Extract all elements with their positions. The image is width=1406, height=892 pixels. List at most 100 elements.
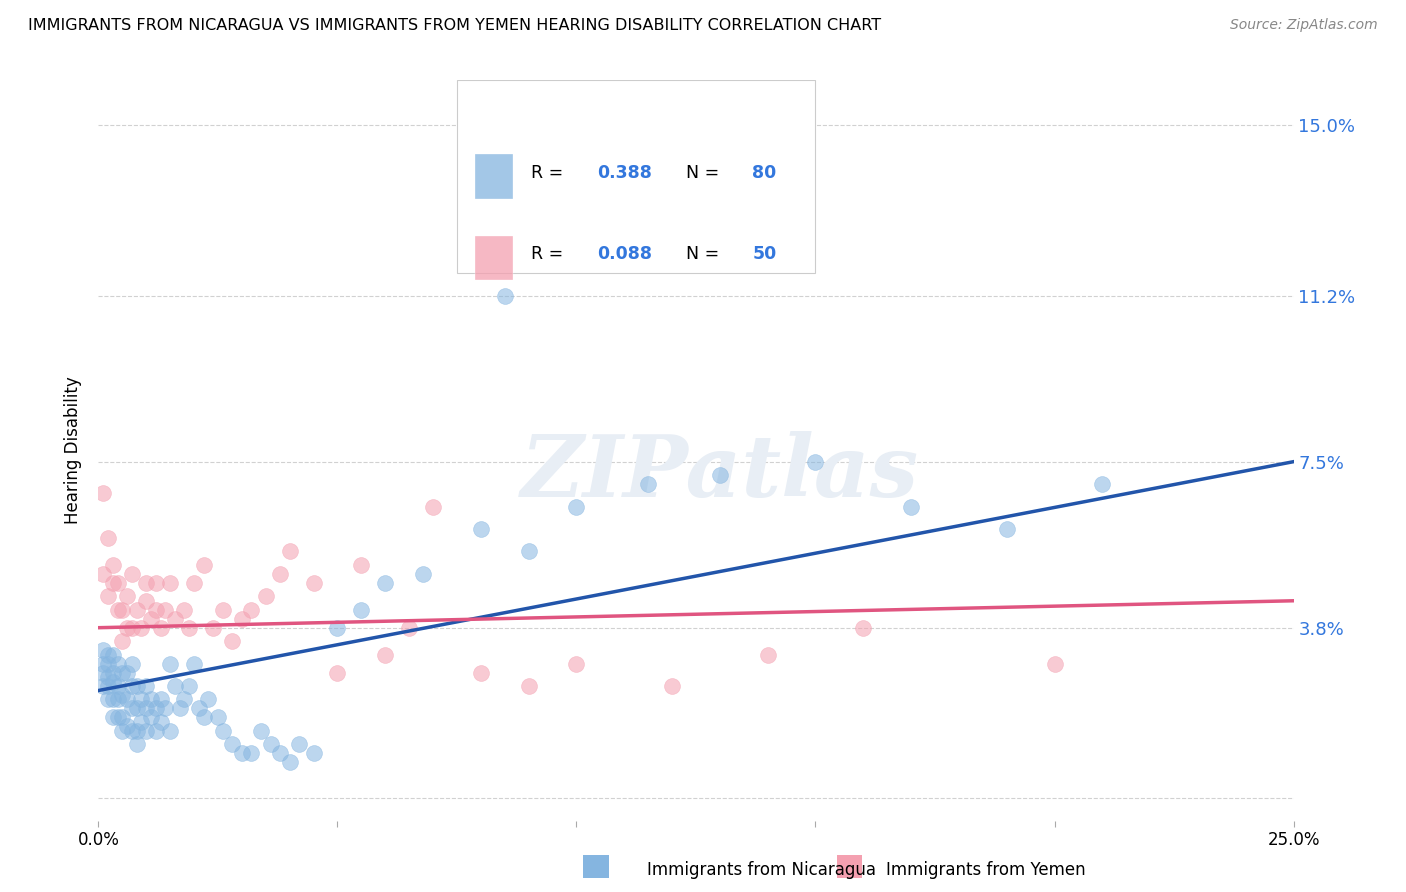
Point: [121, 566, 143, 581]
Point: [145, 701, 167, 715]
Bar: [475, 235, 513, 280]
Point: [135, 679, 157, 693]
Point: [995, 522, 1018, 536]
Point: [269, 566, 291, 581]
Point: [101, 575, 124, 590]
Point: [269, 747, 291, 761]
Point: [121, 621, 143, 635]
Point: [756, 648, 779, 662]
Point: [107, 657, 129, 671]
Point: [804, 455, 827, 469]
Point: [91, 566, 114, 581]
Point: [121, 657, 143, 671]
Point: [149, 621, 172, 635]
Point: [163, 679, 186, 693]
Point: [97, 589, 120, 603]
Point: [422, 500, 444, 514]
Point: [97, 531, 120, 545]
Point: [111, 603, 134, 617]
Point: [107, 710, 129, 724]
Point: [350, 603, 373, 617]
Point: [1091, 477, 1114, 491]
Point: [115, 589, 138, 603]
Point: [709, 468, 731, 483]
Point: [221, 634, 243, 648]
Point: [661, 679, 683, 693]
Point: [97, 657, 120, 671]
Point: [159, 723, 181, 738]
Point: [101, 665, 124, 680]
Point: [517, 544, 540, 558]
Text: Immigrants from Nicaragua: Immigrants from Nicaragua: [647, 861, 876, 879]
Text: 80: 80: [752, 164, 776, 182]
Point: [111, 634, 134, 648]
Point: [565, 500, 588, 514]
Point: [278, 544, 301, 558]
Text: 50: 50: [752, 245, 776, 263]
Point: [900, 500, 922, 514]
Point: [135, 723, 157, 738]
Point: [145, 603, 167, 617]
Point: [91, 679, 114, 693]
Point: [350, 558, 373, 572]
Text: Source: ZipAtlas.com: Source: ZipAtlas.com: [1230, 18, 1378, 32]
Point: [374, 575, 396, 590]
Point: [145, 723, 167, 738]
Point: [193, 558, 215, 572]
Point: [231, 612, 253, 626]
Point: [211, 603, 233, 617]
Text: 0.388: 0.388: [596, 164, 651, 182]
Point: [374, 648, 396, 662]
Point: [101, 692, 124, 706]
Point: [125, 603, 148, 617]
Point: [398, 621, 420, 635]
Point: [302, 575, 325, 590]
Point: [163, 612, 186, 626]
Point: [202, 621, 225, 635]
Point: [159, 575, 181, 590]
Bar: [475, 154, 513, 199]
Point: [107, 679, 129, 693]
Point: [91, 486, 114, 500]
Point: [101, 674, 124, 689]
Point: [326, 621, 349, 635]
Point: [183, 657, 205, 671]
Point: [1043, 657, 1066, 671]
Text: N =: N =: [686, 245, 725, 263]
Text: IMMIGRANTS FROM NICARAGUA VS IMMIGRANTS FROM YEMEN HEARING DISABILITY CORRELATIO: IMMIGRANTS FROM NICARAGUA VS IMMIGRANTS …: [28, 18, 882, 33]
Point: [115, 621, 138, 635]
Point: [91, 665, 114, 680]
Text: R =: R =: [531, 164, 569, 182]
Point: [125, 679, 148, 693]
Point: [149, 692, 172, 706]
Point: [207, 710, 229, 724]
Point: [97, 679, 120, 693]
Point: [111, 723, 134, 738]
Point: [187, 701, 209, 715]
Point: [139, 692, 162, 706]
Point: [565, 657, 588, 671]
Point: [221, 737, 243, 751]
FancyBboxPatch shape: [457, 80, 815, 273]
Point: [197, 692, 219, 706]
Point: [259, 737, 281, 751]
Point: [240, 747, 263, 761]
Point: [101, 558, 124, 572]
Point: [125, 737, 148, 751]
Point: [107, 603, 129, 617]
Point: [107, 692, 129, 706]
Point: [288, 737, 311, 751]
Y-axis label: Hearing Disability: Hearing Disability: [65, 376, 83, 524]
Point: [125, 701, 148, 715]
Point: [179, 679, 201, 693]
Point: [135, 575, 157, 590]
Point: [97, 670, 120, 684]
Text: N =: N =: [686, 164, 725, 182]
Point: [637, 477, 659, 491]
Point: [517, 679, 540, 693]
Point: [155, 701, 177, 715]
Point: [115, 692, 138, 706]
Point: [145, 575, 167, 590]
Point: [183, 575, 205, 590]
Point: [852, 621, 875, 635]
